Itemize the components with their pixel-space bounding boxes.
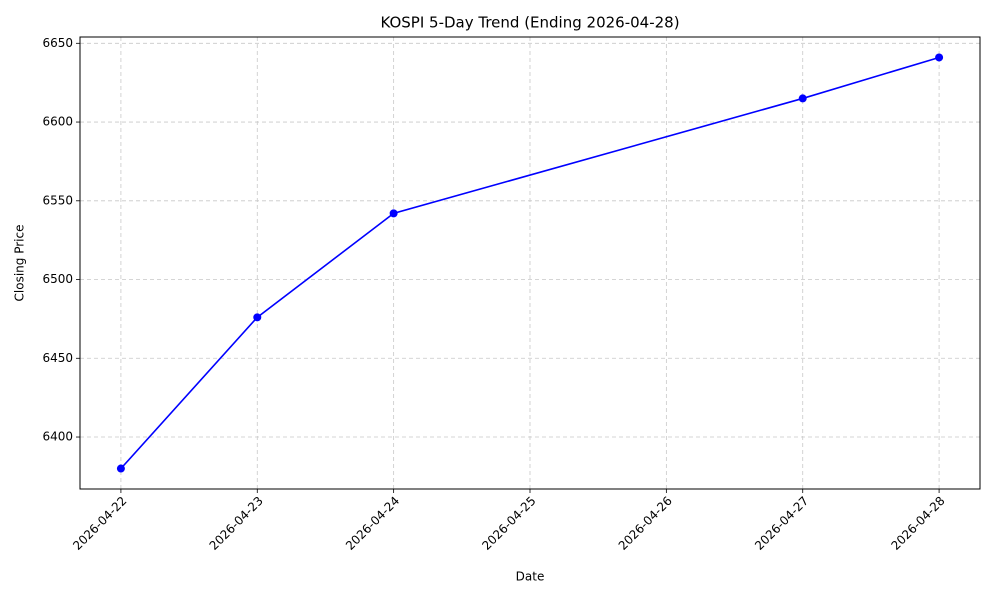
chart-title: KOSPI 5-Day Trend (Ending 2026-04-28) [380, 14, 679, 32]
y-tick-label: 6650 [42, 36, 73, 50]
point [389, 209, 398, 218]
y-tick-label: 6600 [42, 115, 73, 129]
point [116, 464, 125, 473]
y-axis-label: Closing Price [13, 225, 27, 302]
y-tick-label: 6500 [42, 272, 73, 286]
x-axis-label: Date [516, 570, 545, 584]
point [253, 313, 262, 322]
y-tick-label: 6450 [42, 351, 73, 365]
point [798, 94, 807, 103]
point [935, 53, 944, 62]
plot-frame [79, 36, 981, 490]
y-tick-label: 6400 [42, 430, 73, 444]
y-tick-label: 6550 [42, 193, 73, 207]
